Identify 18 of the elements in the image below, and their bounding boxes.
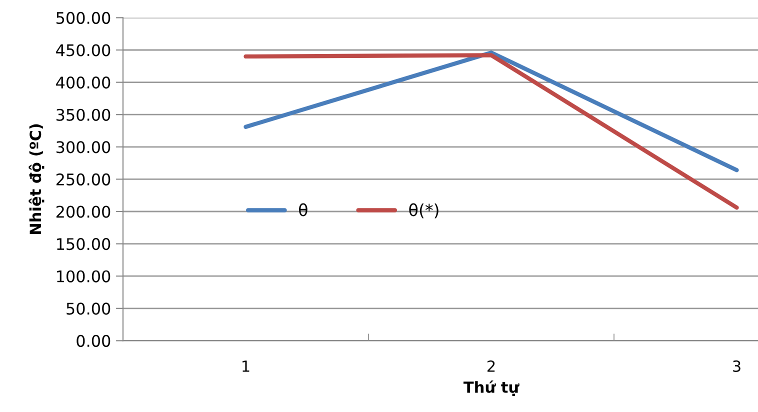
y-tick-label: 400.00 [56,76,110,89]
y-tick-label: 450.00 [56,44,110,56]
y-tick-label: 150.00 [57,238,110,250]
x-tick-label: 2 [488,360,495,372]
y-tick-label: 200.00 [56,206,110,218]
y-tick-label: 300.00 [56,141,110,154]
x-tick-label: 3 [733,360,740,372]
y-axis-title: Nhiệt độ (ºC) [28,124,44,234]
legend-label: θ(*) [409,203,438,218]
y-tick-label: 0.00 [76,334,110,347]
y-tick-label: 50.00 [66,302,110,315]
x-tick-label: 1 [242,360,250,372]
y-tick-label: 350.00 [56,108,110,121]
legend-label: θ [299,203,308,216]
y-tick-label: 250.00 [56,173,110,186]
y-tick-label: 100.00 [57,270,110,282]
y-tick-label: 500.00 [56,12,110,24]
x-axis-title: Thứ tự [463,380,520,396]
